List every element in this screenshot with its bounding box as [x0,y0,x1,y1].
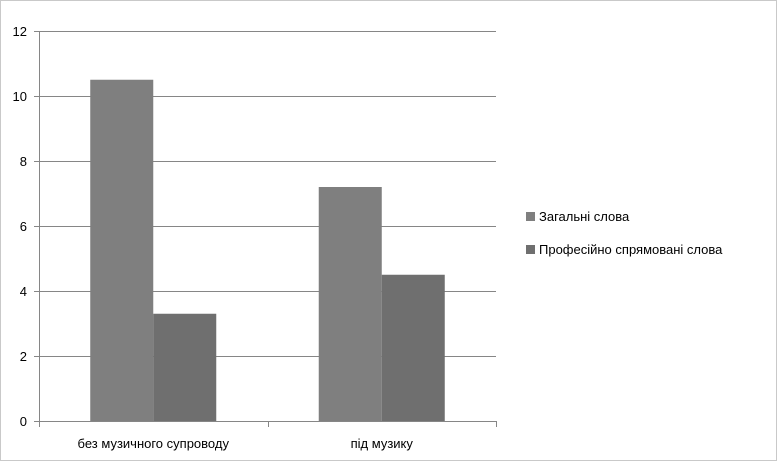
x-category-label: під музику [351,436,414,451]
x-category-labels: без музичного супроводу під музику [78,436,414,451]
x-category-label: без музичного супроводу [78,436,230,451]
legend-swatch [526,212,535,221]
y-tick-label: 10 [13,89,27,104]
legend-label: Загальні слова [539,209,630,224]
legend-label: Професійно спрямовані слова [539,242,723,257]
y-tick-label: 6 [20,219,27,234]
y-tick-label: 12 [13,24,27,39]
y-tick-label: 8 [20,154,27,169]
y-tick-labels: 0 2 4 6 8 10 12 [13,24,27,429]
bar-professional-words-1 [381,274,445,421]
legend-swatch [526,245,535,254]
axes [34,31,497,427]
bars [90,79,445,421]
bar-professional-words-0 [153,313,217,421]
bar-general-words-1 [318,187,382,421]
y-tick-label: 2 [20,349,27,364]
y-tick-label: 4 [20,284,27,299]
y-tick-label: 0 [20,414,27,429]
bar-general-words-0 [90,79,154,421]
legend: Загальні слова Професійно спрямовані слов… [526,209,723,257]
